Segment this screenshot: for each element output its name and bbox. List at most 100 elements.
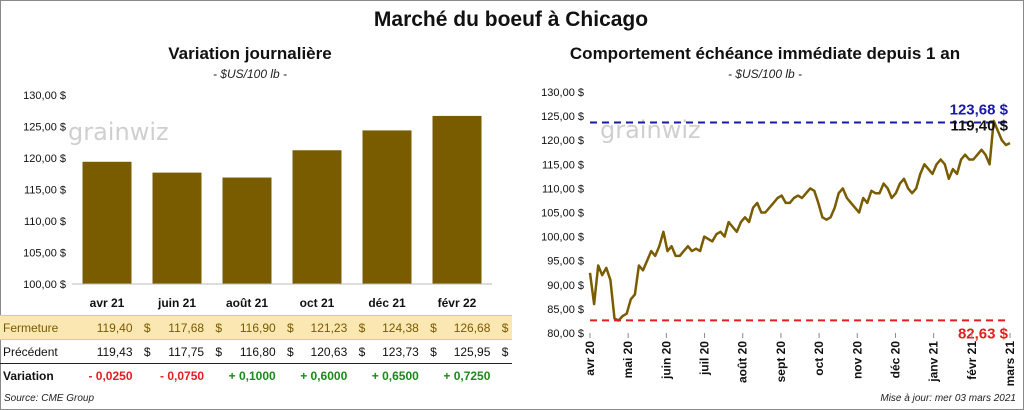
bar-x-tick-label: févr 22 [438,296,477,310]
table-cell-currency: $ [286,320,294,335]
bar-y-tick-label: 130,00 $ [23,90,66,102]
line-y-tick-label: 85,00 $ [547,304,584,316]
bar-y-tick-label: 105,00 $ [23,248,66,260]
table-cell-value: + 0,7250 [443,368,491,383]
bar-y-tick-label: 100,00 $ [23,279,66,291]
bar-4 [362,130,412,284]
table-cell-value: 116,90 [239,320,276,335]
table-cell-value: 123,73 [382,344,419,359]
table-cell-value: 117,75 [168,344,205,359]
line-chart-unit: - $US/100 lb - [727,67,803,81]
table-cell-value: + 0,6500 [371,368,419,383]
table-row-variation: Variation - 0,0250 - 0,0750 + 0,1000 + 0,600… [0,364,512,388]
watermark-logo: grainwiz [68,118,169,146]
low-reference-label: 82,63 $ [958,325,1009,342]
table-cell-value: 119,43 [96,344,133,359]
table-row-label: Variation [3,368,54,383]
table-cell-currency: $ [358,344,366,359]
bar-x-tick-label: juin 21 [157,296,196,310]
bar-y-tick-label: 120,00 $ [23,153,66,165]
table-cell: + 0,6500 [369,364,441,388]
table-cell-value: 120,63 [310,344,348,359]
main-title: Marché du boeuf à Chicago [373,8,649,31]
table-cell: 116,90 $ [225,315,298,340]
bar-x-tick-label: avr 21 [90,296,125,310]
table-cell-currency: $ [430,320,437,335]
table-cell: + 0,1000 [226,364,298,388]
table-cell: 117,68 $ [154,315,226,340]
table-cell-currency: $ [215,320,223,335]
table-cell: 126,68 $ [440,315,512,340]
table-cell-value: - 0,0250 [88,368,133,383]
bar-x-tick-label: oct 21 [300,296,335,310]
source-note: Source: CME Group [4,393,95,404]
price-series-line [588,119,1011,322]
table-row-label: Fermeture [0,315,83,340]
line-x-tick-label: juil 20 [698,341,712,376]
line-x-tick-label: sept 20 [774,341,788,383]
table-cell-value: 117,68 [168,320,205,335]
line-y-tick-label: 130,00 $ [541,87,584,99]
table-cell-value: + 0,1000 [228,368,276,383]
bar-x-tick-label: déc 21 [368,296,406,310]
bar-y-tick-label: 110,00 $ [24,216,66,228]
table-cell-currency: $ [501,320,509,335]
table-cell-currency: $ [430,344,437,359]
line-y-tick-label: 115,00 $ [542,159,584,171]
table-cell: 119,40 $ [82,315,155,340]
bar-2 [222,177,272,284]
bar-0 [82,161,132,284]
table-cell: 116,80 $ [225,339,298,364]
table-cell: + 0,6000 [297,364,369,388]
table-cell: 124,38 $ [368,315,441,340]
table-cell-value: 116,80 [239,344,276,359]
bar-1 [152,172,202,284]
table-cell: + 0,7250 [440,364,512,388]
line-x-tick-label: oct 20 [812,341,826,376]
bar-chart: 100,00 $ 105,00 $ 110,00 $ 115,00 $ 120,00 $… [23,90,492,310]
table-cell-currency: $ [143,344,151,359]
line-x-tick-label: déc 20 [888,341,902,379]
table-cell: 123,73 $ [368,339,441,364]
bar-x-tick-label: août 21 [226,296,268,310]
line-chart-title: Comportement échéance immédiate depuis 1… [569,44,961,63]
line-x-tick-label: nov 20 [850,341,864,379]
line-y-tick-label: 90,00 $ [547,280,584,292]
line-x-tick-label: juin 20 [659,341,673,380]
bar-5 [432,115,482,284]
table-cell-currency: $ [358,320,366,335]
table-row-precedent: Précédent 119,43 $117,75 $116,80 $120,63 $123… [0,339,512,364]
line-x-tick-label: avr 20 [583,341,597,376]
line-y-tick-label: 95,00 $ [547,256,584,268]
table-cell: 119,43 $ [82,339,155,364]
table-cell-value: + 0,6000 [300,368,348,383]
line-y-tick-label: 120,00 $ [541,135,584,147]
table-row-label: Précédent [0,339,83,364]
table-cell: 117,75 $ [154,339,226,364]
table-cell-currency: $ [286,344,294,359]
table-cell-value: 125,95 [453,344,491,359]
line-x-tick-label: mars 21 [1003,341,1017,387]
table-cell: 125,95 $ [440,339,512,364]
table-cell-value: 124,38 [382,320,419,335]
bar-y-tick-label: 115,00 $ [24,185,66,197]
line-y-tick-label: 125,00 $ [541,111,584,123]
table-cell: - 0,0750 [154,364,226,388]
line-x-tick-label: janv 21 [927,341,941,383]
line-y-tick-label: 110,00 $ [542,183,584,195]
table-cell: 121,23 $ [297,315,369,340]
table-cell-value: 126,68 [453,320,491,335]
last-value-label: 119,40 $ [950,117,1008,134]
table-row-fermeture: Fermeture 119,40 $ 117,68 $116,90 $121,23 $124… [0,315,512,340]
price-table: Fermeture 119,40 $ 117,68 $116,90 $121,23 $124… [0,315,512,387]
line-y-tick-label: 80,00 $ [547,328,584,340]
watermark-logo: grainwiz [600,116,701,144]
table-cell-currency: $ [215,344,223,359]
table-cell: - 0,0250 [83,364,155,388]
line-y-tick-label: 105,00 $ [541,208,584,220]
line-y-tick-label: 100,00 $ [541,232,584,244]
line-x-tick-label: août 20 [736,341,750,383]
table-cell-value: 121,23 [310,320,348,335]
table-cell: 120,63 $ [297,339,369,364]
